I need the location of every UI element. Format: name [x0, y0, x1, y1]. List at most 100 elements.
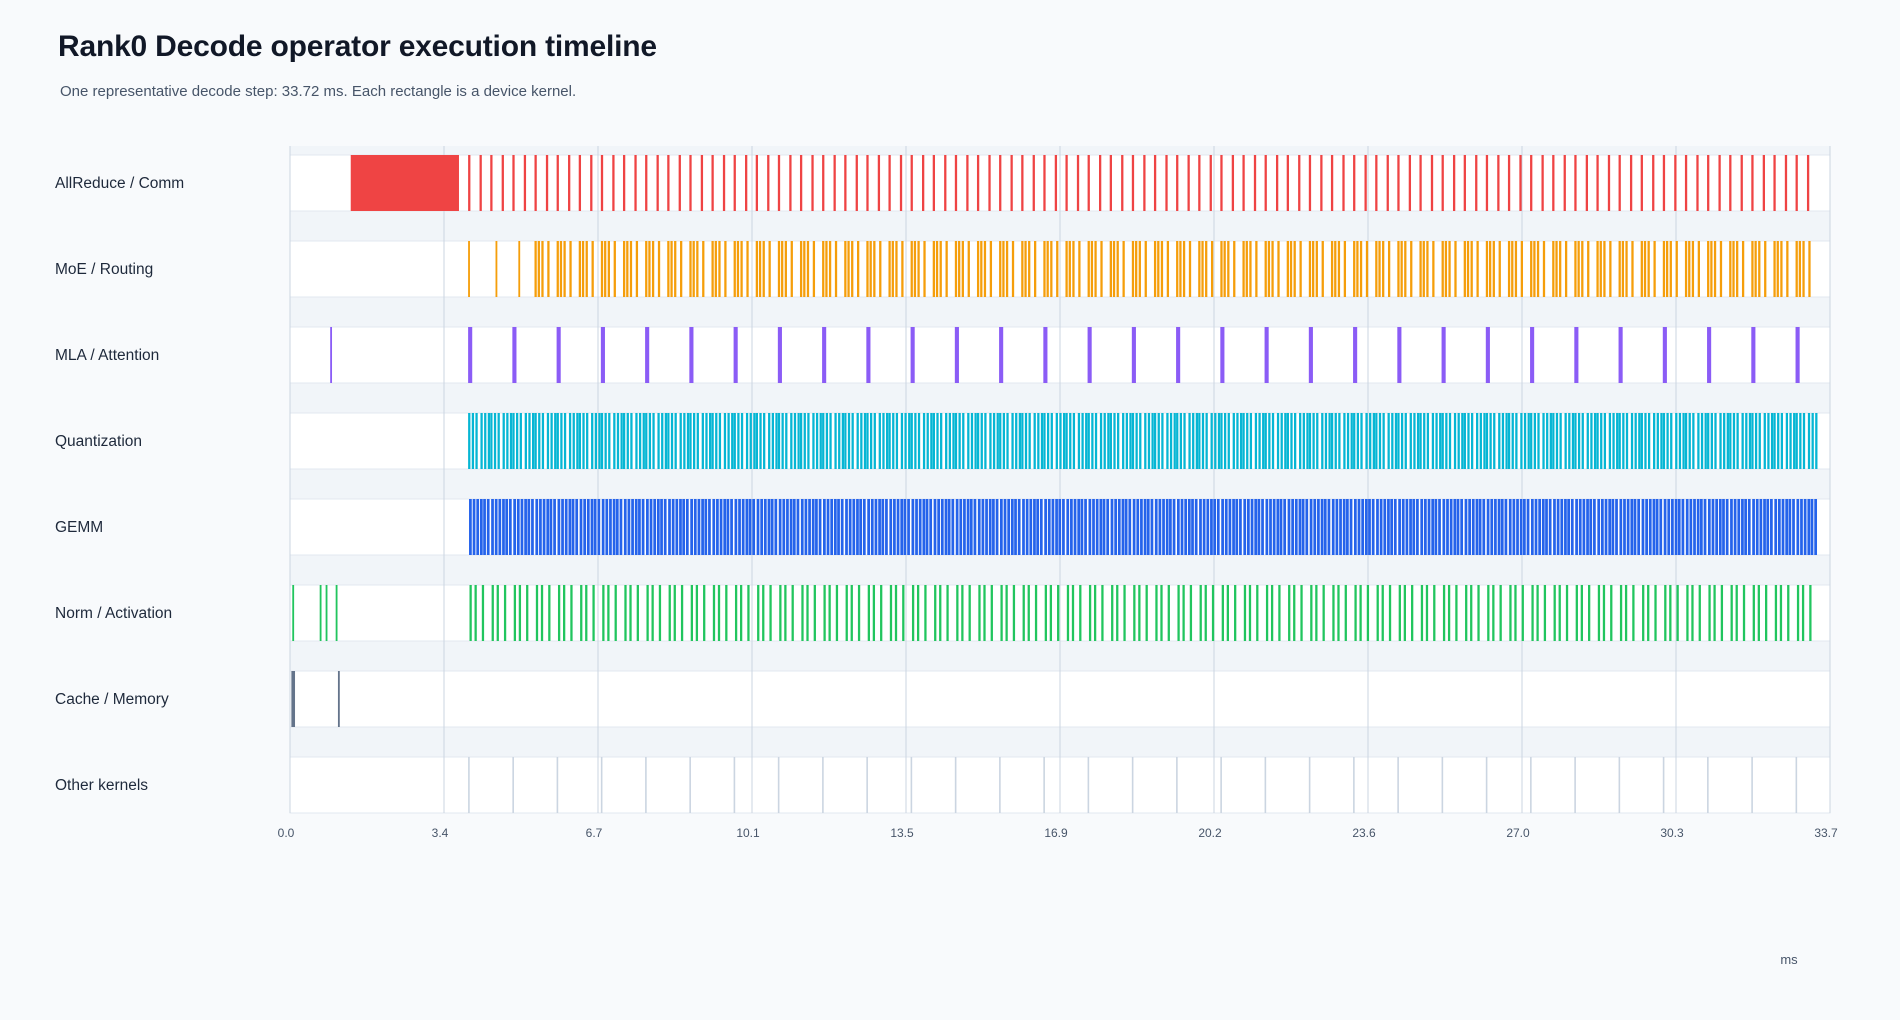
kernel-rect: [1037, 413, 1040, 469]
kernel-rect: [747, 585, 750, 641]
kernel-rect: [992, 499, 995, 555]
kernel-rect: [1494, 499, 1497, 555]
kernel-rect: [1751, 155, 1754, 211]
kernel-rect: [1475, 155, 1478, 211]
x-tick-label: 6.7: [586, 826, 603, 840]
kernel-rect: [1741, 241, 1745, 297]
kernel-rect: [1106, 499, 1110, 555]
kernel-rect: [1312, 413, 1315, 469]
kernel-rect: [1228, 499, 1232, 555]
kernel-rect: [568, 155, 571, 211]
kernel-rect: [594, 413, 598, 469]
kernel-rect: [778, 499, 782, 555]
kernel-rect: [715, 413, 718, 469]
kernel-rect: [1622, 413, 1625, 469]
kernel-rect: [771, 413, 774, 469]
kernel-rect: [1068, 241, 1071, 297]
kernel-rect: [1519, 155, 1522, 211]
kernel-rect: [777, 241, 781, 297]
kernel-rect: [563, 585, 566, 641]
kernel-rect: [1398, 499, 1401, 555]
kernel-rect: [1726, 413, 1729, 469]
kernel-rect: [1286, 155, 1289, 211]
kernel-rect: [701, 499, 704, 555]
kernel-rect: [1751, 327, 1756, 383]
kernel-rect: [1125, 413, 1128, 469]
kernel-rect: [1084, 499, 1087, 555]
kernel-rect: [1210, 413, 1213, 469]
kernel-rect: [1182, 241, 1186, 297]
kernel-rect: [768, 413, 771, 469]
kernel-rect: [541, 241, 544, 297]
kernel-rect: [1788, 499, 1792, 555]
kernel-rect: [535, 585, 539, 641]
kernel-rect: [531, 499, 534, 555]
kernel-rect: [989, 413, 992, 469]
kernel-rect: [1198, 241, 1201, 297]
kernel-rect: [1043, 413, 1046, 469]
kernel-rect: [959, 499, 963, 555]
kernel-rect: [976, 413, 980, 469]
kernel-rect: [1327, 499, 1331, 555]
kernel-rect: [575, 499, 579, 555]
kernel-rect: [932, 413, 935, 469]
kernel-rect: [712, 499, 716, 555]
kernel-rect: [1039, 499, 1043, 555]
kernel-rect: [867, 499, 870, 555]
kernel-rect: [1015, 413, 1018, 469]
kernel-rect: [756, 499, 760, 555]
kernel-rect: [1641, 499, 1645, 555]
kernel-rect: [1553, 499, 1556, 555]
kernel-rect: [1312, 241, 1315, 297]
kernel-rect: [1365, 241, 1369, 297]
kernel-rect: [1681, 499, 1685, 555]
kernel-rect: [1555, 413, 1559, 469]
kernel-rect: [755, 155, 759, 211]
kernel-rect: [1801, 585, 1805, 641]
kernel-rect: [1223, 413, 1227, 469]
kernel-rect: [678, 155, 681, 211]
kernel-rect: [1306, 413, 1309, 469]
chart-subtitle: One representative decode step: 33.72 ms…: [60, 83, 577, 100]
kernel-rect: [847, 413, 851, 469]
kernel-rect: [616, 413, 620, 469]
kernel-rect: [1489, 241, 1492, 297]
kernel-rect: [1162, 499, 1165, 555]
kernel-rect: [968, 585, 971, 641]
lane-label: Quantization: [55, 433, 142, 450]
kernel-rect: [1492, 241, 1495, 297]
kernel-rect: [1654, 585, 1657, 641]
kernel-rect: [702, 241, 705, 297]
kernel-rect: [1357, 499, 1361, 555]
kernel-rect: [1183, 413, 1186, 469]
kernel-rect: [863, 413, 867, 469]
kernel-rect: [670, 241, 673, 297]
kernel-rect: [1069, 413, 1072, 469]
kernel-rect: [1486, 499, 1490, 555]
kernel-rect: [1696, 155, 1699, 211]
kernel-rect: [711, 155, 714, 211]
kernel-rect: [570, 585, 573, 641]
kernel-rect: [806, 585, 809, 641]
kernel-rect: [1054, 155, 1058, 211]
kernel-rect: [1422, 241, 1425, 297]
kernel-rect: [583, 499, 587, 555]
kernel-rect: [1664, 585, 1667, 641]
kernel-rect: [1010, 155, 1013, 211]
kernel-rect: [1802, 413, 1806, 469]
kernel-rect: [1112, 241, 1116, 297]
kernel-rect: [634, 155, 637, 211]
kernel-rect: [1758, 241, 1761, 297]
kernel-rect: [1442, 585, 1446, 641]
kernel-rect: [797, 413, 800, 469]
kernel-rect: [569, 241, 572, 297]
kernel-rect: [586, 413, 589, 469]
kernel-rect: [651, 241, 655, 297]
kernel-rect: [1710, 413, 1713, 469]
kernel-rect: [1608, 413, 1612, 469]
kernel-rect: [1485, 327, 1490, 383]
kernel-rect: [1205, 241, 1208, 297]
kernel-rect: [1764, 241, 1767, 297]
kernel-rect: [559, 241, 563, 297]
kernel-rect: [1527, 413, 1530, 469]
